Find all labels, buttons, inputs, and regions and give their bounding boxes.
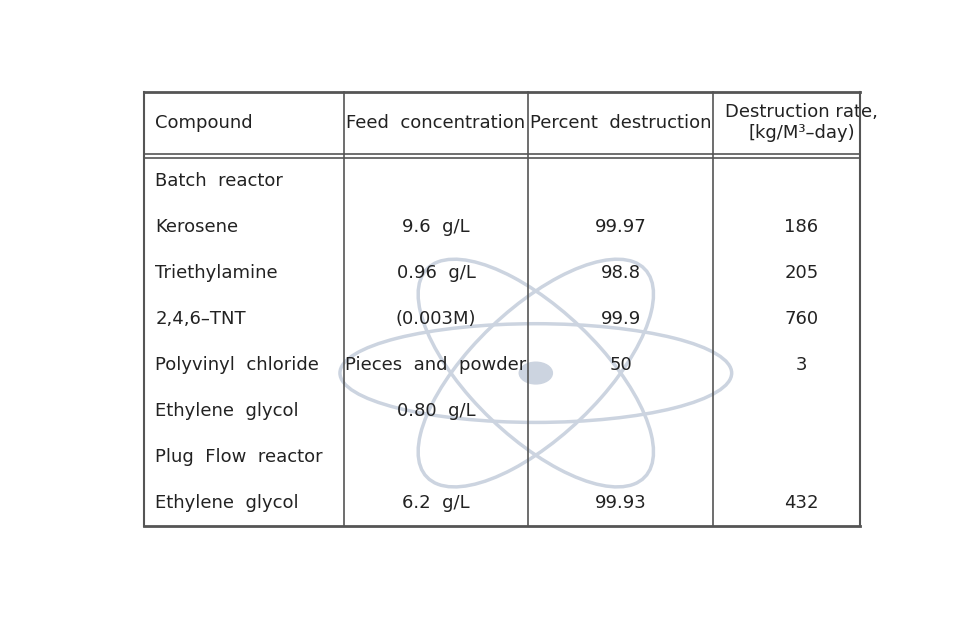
Text: 2,4,6–TNT: 2,4,6–TNT — [156, 310, 246, 328]
Text: 99.97: 99.97 — [595, 218, 646, 237]
Text: 6.2  g/L: 6.2 g/L — [402, 494, 469, 512]
Text: Triethylamine: Triethylamine — [156, 264, 278, 282]
Text: 432: 432 — [784, 494, 818, 512]
Text: 0.80  g/L: 0.80 g/L — [397, 402, 475, 420]
Text: Destruction rate,
[kg/M³–day): Destruction rate, [kg/M³–day) — [725, 103, 878, 142]
Text: Pieces  and  powder: Pieces and powder — [345, 356, 527, 374]
Text: 9.6  g/L: 9.6 g/L — [402, 218, 469, 237]
Text: Polyvinyl  chloride: Polyvinyl chloride — [156, 356, 319, 374]
Text: 50: 50 — [609, 356, 632, 374]
Text: Ethylene  glycol: Ethylene glycol — [156, 402, 299, 420]
Text: (0.003M): (0.003M) — [396, 310, 476, 328]
Text: 3: 3 — [796, 356, 807, 374]
Text: 0.96  g/L: 0.96 g/L — [397, 264, 475, 282]
Text: 760: 760 — [784, 310, 818, 328]
Text: 98.8: 98.8 — [601, 264, 641, 282]
Text: Compound: Compound — [156, 113, 253, 131]
Text: Percent  destruction: Percent destruction — [530, 113, 712, 131]
Text: 99.9: 99.9 — [601, 310, 641, 328]
Text: Plug  Flow  reactor: Plug Flow reactor — [156, 447, 323, 466]
Text: 205: 205 — [784, 264, 818, 282]
Text: 99.93: 99.93 — [595, 494, 646, 512]
Text: 186: 186 — [784, 218, 818, 237]
Text: Kerosene: Kerosene — [156, 218, 238, 237]
Circle shape — [519, 362, 552, 384]
Text: Batch  reactor: Batch reactor — [156, 172, 283, 190]
Text: Ethylene  glycol: Ethylene glycol — [156, 494, 299, 512]
Text: Feed  concentration: Feed concentration — [346, 113, 526, 131]
